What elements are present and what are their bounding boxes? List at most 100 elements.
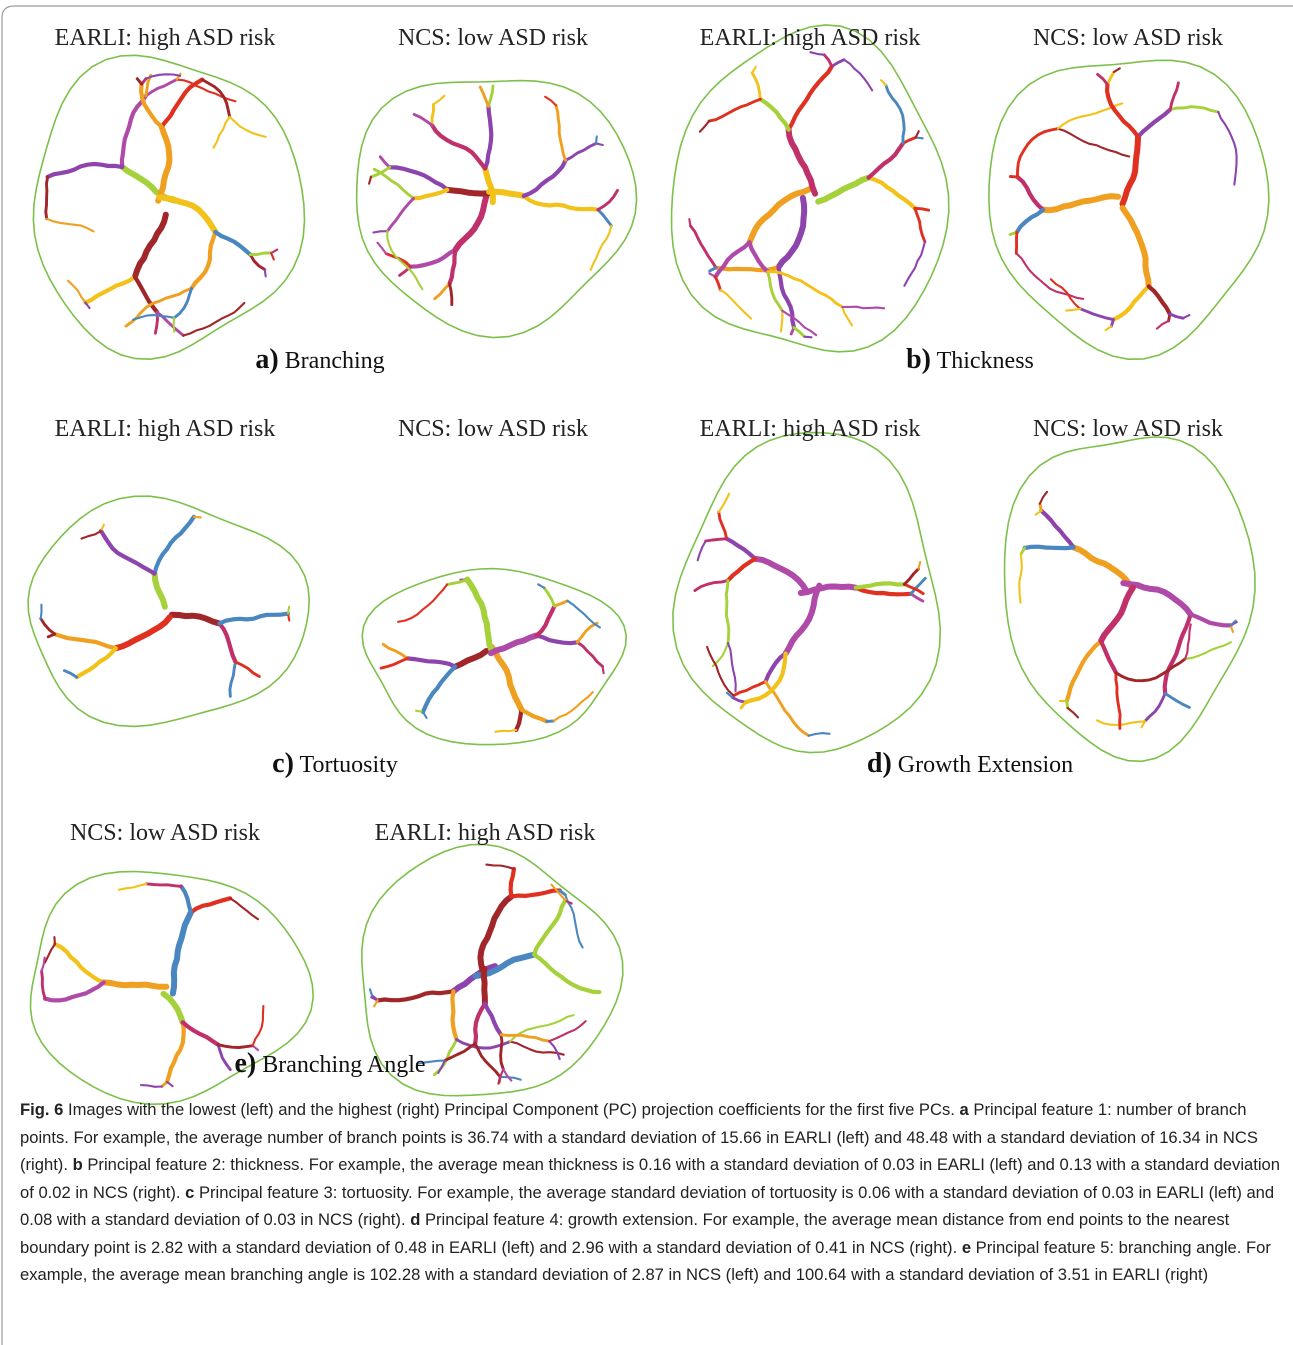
vessel-branch	[480, 87, 488, 106]
vessel-branch	[524, 160, 566, 196]
vessel-branch	[1157, 321, 1169, 329]
vessel-branch	[779, 198, 805, 267]
panel-label: a)	[255, 344, 278, 375]
vessel-branch	[68, 281, 85, 303]
vessel-branch	[1017, 129, 1058, 177]
vessel-branch	[414, 114, 432, 125]
vessel-branch	[1114, 68, 1120, 72]
panel-name: Thickness	[937, 348, 1034, 374]
figure-caption: Fig. 6 Images with the lowest (left) and…	[20, 1096, 1282, 1289]
vessel-branch	[596, 136, 597, 143]
vessel-branch	[824, 55, 832, 67]
vessel-branch	[904, 242, 925, 286]
vessel-branch	[716, 267, 779, 270]
vessel-branch	[1107, 72, 1114, 84]
vessel-branch	[1017, 210, 1043, 233]
vessel-branch	[485, 1004, 501, 1035]
vessel-branch	[511, 869, 514, 897]
vessel-branch	[700, 121, 709, 132]
vessel-branch	[1068, 708, 1078, 717]
vessel-branch	[741, 702, 745, 708]
vessel-branch	[452, 991, 456, 1039]
vessel-branch	[549, 1021, 586, 1041]
vessel-branch	[521, 710, 546, 722]
vessel-branch	[1183, 315, 1189, 318]
vessel-branch	[155, 574, 165, 607]
vessel-branch	[869, 143, 903, 177]
vessel-branch	[174, 318, 175, 332]
vessel-branch	[719, 494, 729, 512]
vessel-branch	[288, 607, 289, 614]
vessel-branch	[856, 588, 911, 595]
panel-label: b)	[906, 344, 931, 375]
vessel-branch	[250, 255, 264, 270]
vessel-branch	[1066, 309, 1080, 311]
vessel-branch	[230, 898, 258, 919]
vessel-branch	[116, 617, 170, 648]
vessel-branch	[510, 1015, 574, 1042]
image-title: EARLI: high ASD risk	[700, 416, 921, 442]
vessel-branch	[728, 643, 736, 691]
vessel-branch	[544, 588, 554, 606]
vessel-branch	[85, 277, 134, 303]
vessel-branch	[728, 559, 755, 581]
vessel-branch	[416, 711, 423, 712]
vessel-branch	[488, 86, 493, 106]
vessel-branch	[555, 601, 568, 606]
vessel-branch	[1191, 614, 1231, 625]
vessel-branch	[566, 143, 597, 160]
vessel-images	[28, 25, 1269, 1104]
vessel-branch	[904, 569, 918, 585]
vessel-branch	[135, 215, 166, 277]
vessel-branch	[1170, 314, 1183, 318]
vessel-branch	[167, 1022, 184, 1082]
vessel-branch	[1080, 309, 1113, 320]
vessel-branch	[253, 1006, 264, 1046]
vessel-branch	[919, 562, 921, 569]
vessel-branch	[467, 580, 492, 652]
vessel-branch	[545, 97, 556, 106]
vessel-branch	[534, 955, 599, 993]
vessel-branch	[45, 944, 55, 962]
vessel-branch	[220, 624, 236, 662]
vessel-branch	[450, 284, 452, 305]
vessel-branch	[1025, 547, 1074, 548]
image-title: EARLI: high ASD risk	[55, 25, 276, 51]
placenta-outline	[362, 569, 626, 745]
vessel-branch	[1149, 286, 1170, 314]
vessel-branch	[789, 66, 832, 129]
vessel-branch	[1123, 137, 1139, 204]
vessel-branch	[511, 891, 559, 897]
vessel-branch	[435, 284, 450, 299]
vessel-branch	[172, 615, 220, 624]
vessel-branch	[1185, 642, 1231, 659]
vessel-branch	[194, 517, 201, 518]
vessel-branch	[271, 250, 277, 253]
panel-caption: a) Branching	[255, 344, 384, 375]
panel-name: Branching	[285, 348, 385, 374]
vessel-branch	[45, 982, 104, 1000]
vessel-branch	[55, 944, 104, 982]
vessel-branch	[1101, 588, 1133, 642]
vessel-branch	[192, 232, 216, 288]
vessel-branch	[1017, 177, 1043, 210]
vessel-branch	[265, 270, 266, 277]
vessel-branch	[42, 958, 45, 972]
figure-page: EARLI: high ASD risk NCS: low ASD risk a) …	[0, 0, 1293, 1345]
vessel-branch	[104, 982, 167, 986]
panel-label: d)	[867, 748, 892, 779]
vessel-branch	[524, 196, 598, 210]
vessel-branch	[556, 105, 566, 160]
vessel-branch	[411, 250, 456, 267]
panel-label: c)	[272, 748, 294, 779]
vessel-branch	[491, 636, 537, 654]
image-title: NCS: low ASD risk	[398, 416, 588, 442]
vessel-branch	[881, 80, 886, 85]
vessel-branch	[603, 666, 604, 673]
vessel-branch	[146, 884, 181, 887]
caption-item-label: e	[962, 1238, 971, 1257]
image-title: NCS: low ASD risk	[1033, 416, 1223, 442]
vessel-branch	[378, 243, 387, 254]
vessel-branch	[380, 157, 389, 168]
vessel-branch	[369, 177, 371, 184]
